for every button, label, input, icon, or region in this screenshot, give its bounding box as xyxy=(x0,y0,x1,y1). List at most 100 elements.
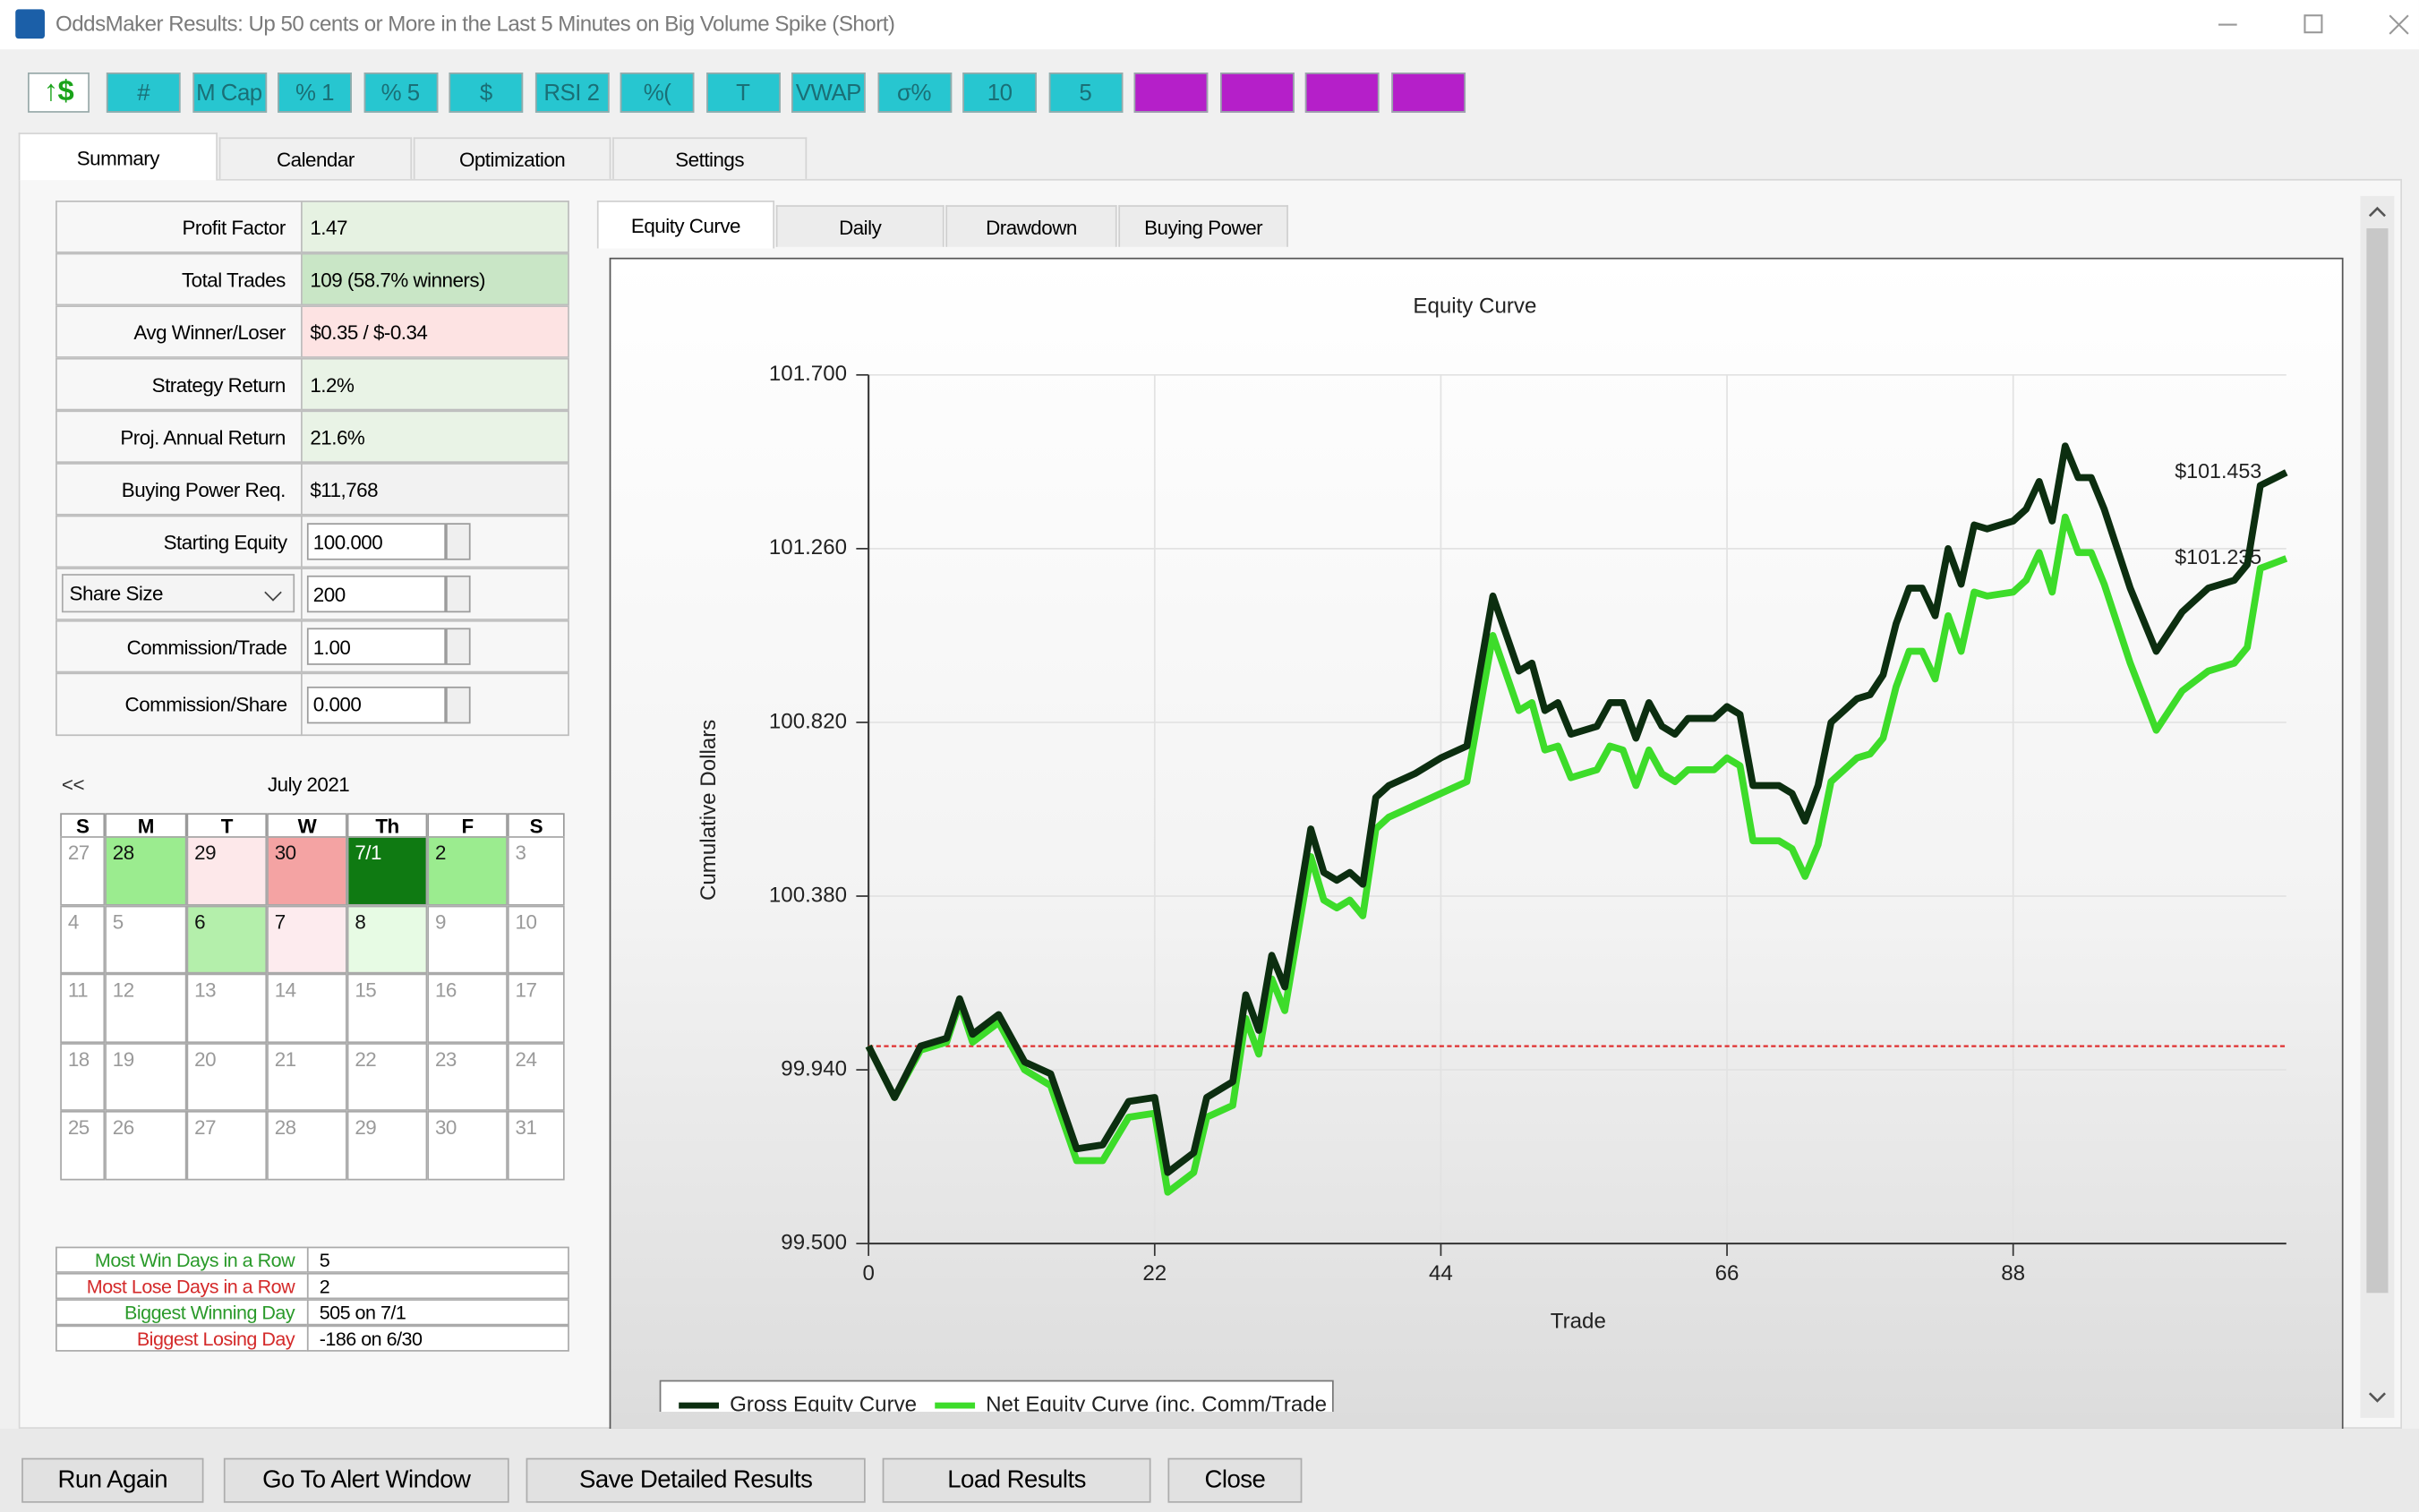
share-size-dropdown[interactable]: Share Size xyxy=(61,574,295,613)
calendar-day[interactable]: 7/1 xyxy=(346,836,428,905)
x-axis-label: Trade xyxy=(1551,1309,1606,1333)
action-button[interactable]: Close xyxy=(1167,1457,1303,1503)
calendar-day[interactable]: 23 xyxy=(427,1042,508,1112)
calendar-day[interactable]: 31 xyxy=(507,1111,565,1181)
calendar-nav[interactable]: << xyxy=(61,772,85,796)
toolbar-button[interactable]: % 1 xyxy=(278,73,352,113)
tab[interactable]: Optimization xyxy=(413,137,611,179)
scrollbar-thumb[interactable] xyxy=(2366,228,2389,1294)
stat-value: 109 (58.7% winners) xyxy=(301,252,569,306)
calendar-day[interactable]: 24 xyxy=(507,1042,565,1112)
calendar-day[interactable]: 20 xyxy=(186,1042,268,1112)
toolbar-button[interactable]: 10 xyxy=(962,73,1037,113)
series-line xyxy=(865,513,2288,1196)
y-tick-label: 99.500 xyxy=(781,1231,847,1255)
calendar-day[interactable]: 7 xyxy=(267,904,347,974)
calendar-day[interactable]: 19 xyxy=(105,1042,187,1112)
chart-tab[interactable]: Equity Curve xyxy=(596,201,775,249)
weekday-header: W xyxy=(267,813,347,838)
calendar-day[interactable]: 16 xyxy=(427,973,508,1043)
action-button[interactable]: Run Again xyxy=(21,1457,204,1503)
numeric-input[interactable]: 0.000 xyxy=(306,686,447,723)
toolbar-button[interactable]: σ% xyxy=(876,73,952,113)
calendar-day[interactable]: 29 xyxy=(346,1111,428,1181)
chart-tab[interactable]: Buying Power xyxy=(1118,205,1288,247)
calendar-day[interactable]: 22 xyxy=(346,1042,428,1112)
toolbar-button[interactable]: ↑$ xyxy=(28,73,90,113)
calendar-day[interactable]: 21 xyxy=(267,1042,347,1112)
y-tick-label: 99.940 xyxy=(781,1056,847,1081)
toolbar-button[interactable]: $ xyxy=(449,73,524,113)
toolbar-button[interactable] xyxy=(1133,73,1209,113)
toolbar-button[interactable] xyxy=(1219,73,1294,113)
x-tick-label: 22 xyxy=(1142,1261,1167,1286)
chart-tab[interactable]: Daily xyxy=(775,205,945,247)
stat-label: Profit Factor xyxy=(56,201,303,253)
weekday-header: S xyxy=(60,813,106,838)
calendar-day[interactable]: 12 xyxy=(105,973,187,1043)
numeric-input[interactable]: 100.000 xyxy=(306,523,447,560)
toolbar-button[interactable] xyxy=(1390,73,1466,113)
action-button[interactable]: Go To Alert Window xyxy=(223,1457,509,1503)
calendar-day[interactable]: 18 xyxy=(60,1042,106,1112)
spinner[interactable] xyxy=(446,523,471,560)
streak-label: Biggest Winning Day xyxy=(56,1299,309,1326)
toolbar-button[interactable]: % 5 xyxy=(363,73,438,113)
calendar-day[interactable]: 25 xyxy=(60,1111,106,1181)
numeric-input[interactable]: 1.00 xyxy=(306,628,447,665)
calendar-day[interactable]: 8 xyxy=(346,904,428,974)
stat-value: $0.35 / $-0.34 xyxy=(301,305,569,358)
calendar-day[interactable]: 27 xyxy=(60,836,106,905)
weekday-header: S xyxy=(507,813,565,838)
calendar-day[interactable]: 26 xyxy=(105,1111,187,1181)
calendar-day[interactable]: 2 xyxy=(427,836,508,905)
tab[interactable]: Summary xyxy=(18,132,218,181)
calendar-day[interactable]: 14 xyxy=(267,973,347,1043)
streak-value: 505 on 7/1 xyxy=(306,1299,569,1326)
toolbar-button[interactable]: VWAP xyxy=(791,73,866,113)
calendar-day[interactable]: 5 xyxy=(105,904,187,974)
action-button[interactable]: Save Detailed Results xyxy=(526,1457,866,1503)
toolbar-button[interactable]: 5 xyxy=(1047,73,1123,113)
x-tick-label: 88 xyxy=(2001,1261,2025,1286)
numeric-input[interactable]: 200 xyxy=(306,575,447,613)
calendar-day[interactable]: 30 xyxy=(427,1111,508,1181)
calendar-day[interactable]: 13 xyxy=(186,973,268,1043)
toolbar-button[interactable]: # xyxy=(106,73,181,113)
calendar-day[interactable]: 3 xyxy=(507,836,565,905)
calendar-day[interactable]: 11 xyxy=(60,973,106,1043)
spinner[interactable] xyxy=(446,575,471,613)
maximize-button[interactable] xyxy=(2304,14,2323,34)
spinner[interactable] xyxy=(446,686,471,723)
chart-tab[interactable]: Drawdown xyxy=(945,205,1117,247)
toolbar-button[interactable]: RSI 2 xyxy=(534,73,609,113)
calendar-day[interactable]: 27 xyxy=(186,1111,268,1181)
app-icon xyxy=(15,9,45,39)
spinner[interactable] xyxy=(446,628,471,665)
action-button[interactable]: Load Results xyxy=(882,1457,1151,1503)
calendar-day[interactable]: 28 xyxy=(105,836,187,905)
close-button[interactable] xyxy=(2389,14,2409,35)
scroll-up-arrow[interactable] xyxy=(2368,206,2386,218)
tab[interactable]: Calendar xyxy=(218,137,413,179)
calendar-day[interactable]: 4 xyxy=(60,904,106,974)
scroll-down-arrow[interactable] xyxy=(2368,1392,2386,1403)
calendar-day[interactable]: 6 xyxy=(186,904,268,974)
calendar-day[interactable]: 29 xyxy=(186,836,268,905)
calendar-day[interactable]: 17 xyxy=(507,973,565,1043)
weekday-header: Th xyxy=(346,813,428,838)
calendar-day[interactable]: 10 xyxy=(507,904,565,974)
calendar-day[interactable]: 28 xyxy=(267,1111,347,1181)
calendar-day[interactable]: 15 xyxy=(346,973,428,1043)
x-tick-label: 66 xyxy=(1715,1261,1739,1286)
calendar-day[interactable]: 9 xyxy=(427,904,508,974)
toolbar-button[interactable]: M Cap xyxy=(192,73,267,113)
tab[interactable]: Settings xyxy=(612,137,808,179)
toolbar-button[interactable]: T xyxy=(705,73,781,113)
calendar-day[interactable]: 30 xyxy=(267,836,347,905)
streak-value: 5 xyxy=(306,1246,569,1273)
weekday-header: F xyxy=(427,813,508,838)
toolbar-button[interactable]: %( xyxy=(620,73,695,113)
toolbar-button[interactable] xyxy=(1304,73,1380,113)
